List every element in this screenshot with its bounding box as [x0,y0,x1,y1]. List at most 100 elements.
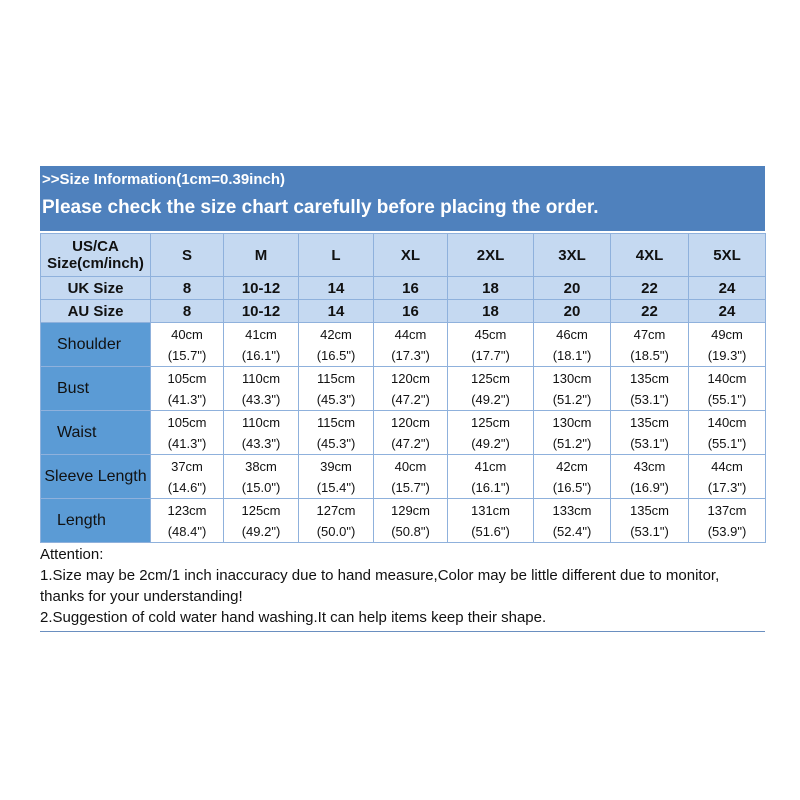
cm-value: 49cm [711,326,743,342]
size-label: XL [373,233,448,277]
inch-value: (43.3") [241,435,281,451]
uk-size-value: 10-12 [223,276,299,300]
au-size-label: AU Size [40,299,151,323]
measurement-cell: 125cm (49.2") [447,366,534,411]
measurement-cell: 42cm (16.5") [533,454,611,499]
measurement-label: Shoulder [40,322,151,367]
uk-size-label: UK Size [40,276,151,300]
au-size-value: 18 [447,299,534,323]
measurement-cell: 135cm (53.1") [610,410,689,455]
inch-value: (55.1") [707,391,747,407]
au-size-value: 10-12 [223,299,299,323]
cm-value: 127cm [316,502,356,518]
inch-value: (41.3") [167,435,207,451]
measurement-cell: 130cm (51.2") [533,366,611,411]
inch-value: (45.3") [316,391,356,407]
inch-value: (48.4") [167,523,207,539]
cm-value: 129cm [390,502,431,518]
cm-value: 110cm [241,370,281,386]
measurement-row: Shoulder 40cm (15.7") 41cm (16.1") 42cm (16.5"… [40,322,766,367]
header-band: >>Size Information(1cm=0.39inch) Please … [40,166,765,233]
uk-size-value: 8 [150,276,224,300]
size-label: 4XL [610,233,689,277]
inch-value: (41.3") [167,391,207,407]
cm-value: 41cm [245,326,277,342]
inch-value: (15.7") [391,479,430,495]
size-check-notice: Please check the size chart carefully be… [42,197,599,218]
inch-value: (53.9") [707,523,747,539]
attention-title: Attention: [40,546,104,563]
attention-section: Attention: 1.Size may be 2cm/1 inch inac… [40,543,765,632]
measurement-cell: 110cm (43.3") [223,410,299,455]
inch-value: (16.1") [241,347,281,363]
size-header-row: US/CA Size(cm/inch) S M L XL 2XL 3XL 4XL 5XL [40,233,766,277]
cm-value: 105cm [167,370,207,386]
inch-value: (49.2") [471,391,510,407]
inch-value: (15.4") [316,479,356,495]
cm-value: 45cm [474,326,507,342]
measurement-cell: 115cm (45.3") [298,410,374,455]
inch-value: (43.3") [241,391,281,407]
inch-value: (47.2") [391,435,430,451]
attention-note-2: 2.Suggestion of cold water hand washing.… [40,609,547,626]
measurement-cell: 115cm (45.3") [298,366,374,411]
cm-value: 130cm [552,370,592,386]
cm-value: 42cm [556,458,588,474]
cm-value: 41cm [474,458,507,474]
measurement-cell: 46cm (18.1") [533,322,611,367]
measurement-cell: 137cm (53.9") [688,498,766,543]
inch-value: (51.2") [552,391,592,407]
cm-value: 131cm [470,502,511,518]
size-header-label: US/CA Size(cm/inch) [40,233,151,277]
inch-value: (19.3") [707,347,747,363]
au-size-value: 24 [688,299,766,323]
inch-value: (53.1") [630,435,669,451]
cm-value: 115cm [316,370,356,386]
uk-size-value: 14 [298,276,374,300]
measurement-cell: 131cm (51.6") [447,498,534,543]
inch-value: (14.6") [167,479,207,495]
cm-value: 135cm [629,370,670,386]
inch-value: (16.5") [316,347,356,363]
cm-value: 44cm [394,326,427,342]
uk-size-value: 16 [373,276,448,300]
size-label: M [223,233,299,277]
cm-value: 120cm [390,370,431,386]
cm-value: 137cm [707,502,747,518]
measurement-cell: 41cm (16.1") [223,322,299,367]
inch-value: (18.5") [630,347,669,363]
uk-size-row: UK Size 8 10-12 14 16 18 20 22 24 [40,276,766,300]
measurement-cell: 123cm (48.4") [150,498,224,543]
size-table: US/CA Size(cm/inch) S M L XL 2XL 3XL 4XL 5XL UK S… [40,233,766,543]
measurement-cell: 37cm (14.6") [150,454,224,499]
size-label: S [150,233,224,277]
inch-value: (47.2") [391,391,430,407]
size-chart: >>Size Information(1cm=0.39inch) Please … [40,166,766,632]
inch-value: (17.3") [707,479,747,495]
inch-value: (53.1") [630,391,669,407]
cm-value: 38cm [245,458,277,474]
inch-value: (16.1") [471,479,510,495]
size-label: 2XL [447,233,534,277]
inch-value: (17.3") [391,347,430,363]
measurement-label: Bust [40,366,151,411]
measurement-cell: 120cm (47.2") [373,366,448,411]
measurement-label: Sleeve Length [40,454,151,499]
cm-value: 110cm [241,414,281,430]
cm-value: 115cm [316,414,356,430]
measurement-cell: 47cm (18.5") [610,322,689,367]
cm-value: 125cm [470,414,511,430]
cm-value: 125cm [241,502,281,518]
measurement-cell: 39cm (15.4") [298,454,374,499]
au-size-value: 8 [150,299,224,323]
measurement-cell: 133cm (52.4") [533,498,611,543]
measurement-row: Sleeve Length 37cm (14.6") 38cm (15.0") 39cm (… [40,454,766,499]
measurement-cell: 125cm (49.2") [447,410,534,455]
cm-value: 46cm [556,326,588,342]
cm-value: 42cm [320,326,352,342]
inch-value: (55.1") [707,435,747,451]
uk-size-value: 24 [688,276,766,300]
size-label: L [298,233,374,277]
measurement-cell: 110cm (43.3") [223,366,299,411]
inch-value: (15.7") [167,347,207,363]
